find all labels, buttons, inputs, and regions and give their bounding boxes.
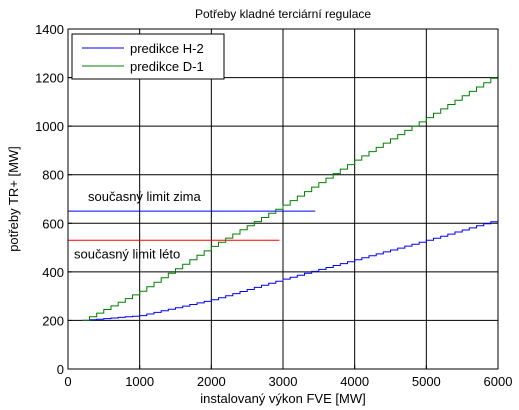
y-tick-label: 1000 [35, 119, 64, 134]
y-tick-label: 200 [42, 313, 64, 328]
chart-title: Potřeby kladné terciární regulace [195, 7, 371, 21]
x-tick-label: 3000 [269, 374, 298, 389]
series-line-2 [82, 73, 499, 321]
legend-label: predikce D-1 [130, 59, 204, 74]
y-tick-label: 600 [42, 216, 64, 231]
x-tick-label: 2000 [197, 374, 226, 389]
legend-box [71, 33, 225, 80]
y-tick-label: 800 [42, 168, 64, 183]
x-tick-label: 0 [64, 374, 71, 389]
legend-label: predikce H-2 [130, 41, 204, 56]
y-axis-label: potřeby TR+ [MW] [6, 146, 21, 252]
y-tick-label: 0 [57, 362, 64, 377]
y-tick-label: 1400 [35, 22, 64, 37]
x-axis-label: instalovaný výkon FVE [MW] [200, 391, 365, 406]
ticks: 0 1000 2000 3000 4000 5000 6000 0 200 400 600 800 10… [35, 22, 512, 389]
series-lines [82, 73, 499, 321]
x-tick-label: 5000 [412, 374, 441, 389]
x-tick-label: 6000 [484, 374, 513, 389]
y-tick-label: 1200 [35, 71, 64, 86]
reference-label: současný limit zima [88, 189, 201, 204]
x-tick-label: 1000 [125, 374, 154, 389]
x-tick-label: 4000 [340, 374, 369, 389]
reference-labels: současný limit zima současný limit léto [74, 189, 201, 261]
reference-label: současný limit léto [74, 246, 180, 261]
series-line-1 [82, 219, 499, 321]
legend: predikce H-2 predikce D-1 [71, 33, 225, 80]
reference-lines [68, 210, 316, 241]
y-tick-label: 400 [42, 265, 64, 280]
